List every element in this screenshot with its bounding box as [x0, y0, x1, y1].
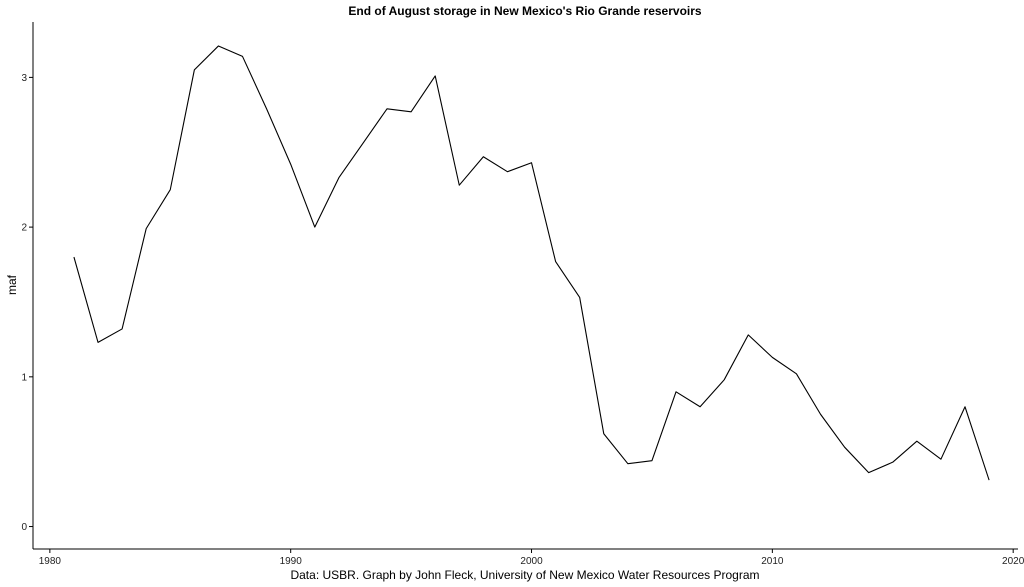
x-tick-label: 1980 [39, 556, 62, 567]
chart-title: End of August storage in New Mexico's Ri… [348, 4, 701, 18]
x-tick-label: 2010 [761, 556, 784, 567]
x-axis: 1980 1990 2000 2010 2020 [33, 548, 1024, 567]
series-line [73, 45, 990, 481]
y-axis: 0 1 2 3 [21, 22, 34, 549]
y-tick-label: 2 [21, 223, 27, 234]
x-axis-label: Data: USBR. Graph by John Fleck, Univers… [290, 568, 759, 582]
y-tick-label: 1 [21, 372, 27, 383]
plot-area [73, 45, 990, 481]
y-axis-label: maf [5, 274, 19, 295]
x-tick-label: 2000 [520, 556, 543, 567]
y-tick-label: 3 [21, 73, 27, 84]
y-tick-label: 0 [21, 522, 27, 533]
x-tick-label: 2020 [1002, 556, 1024, 567]
x-tick-label: 1990 [280, 556, 303, 567]
